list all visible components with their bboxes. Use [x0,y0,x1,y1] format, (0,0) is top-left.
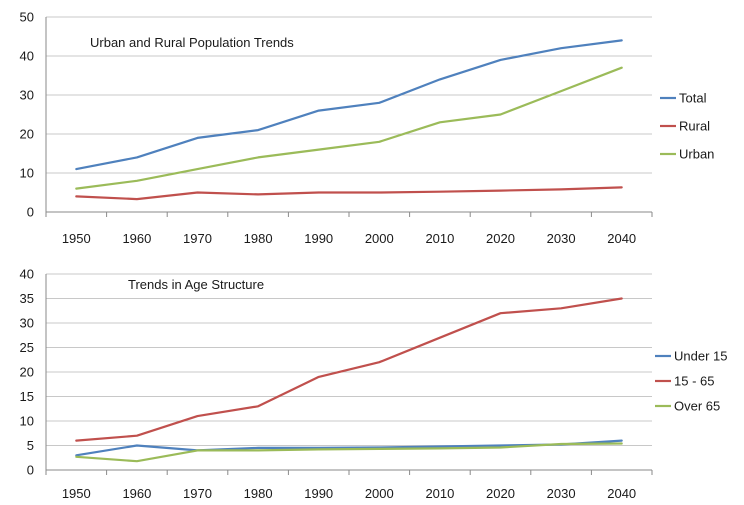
y-tick-label: 0 [27,205,34,220]
age-structure-chart: 0 5 10 15 20 25 30 35 40 1950 1960 1970 1980 1990 200… [20,267,728,502]
series-line-over-65 [75,442,623,463]
y-tick-label: 10 [20,166,34,181]
x-tick-label: 2010 [425,231,454,246]
y-tick-label: 0 [27,463,34,478]
legend-item: Under 15 [655,349,727,364]
y-tick-label: 10 [20,414,34,429]
y-tick-label: 5 [27,438,34,453]
y-tick-label: 35 [20,291,34,306]
x-tick-label: 2000 [365,486,394,501]
legend-item: Urban [660,147,714,162]
x-tick-label: 1980 [244,486,273,501]
legend-label: Over 65 [674,399,720,414]
legend-item: Total [660,91,707,106]
legend-label: 15 - 65 [674,374,714,389]
x-tick-label: 1960 [122,231,151,246]
x-tick-label: 1990 [304,231,333,246]
y-tick-label: 15 [20,389,34,404]
x-tick-label: 2020 [486,486,515,501]
legend-item: Over 65 [655,399,720,414]
legend-label: Under 15 [674,349,727,364]
y-tick-label: 25 [20,340,34,355]
chart-title: Urban and Rural Population Trends [90,35,294,50]
series-line-under-15 [75,439,623,457]
x-tick-label: 1990 [304,486,333,501]
x-tick-label: 1960 [122,486,151,501]
legend-label: Rural [679,119,710,134]
legend-item: 15 - 65 [655,374,714,389]
y-tick-label: 40 [20,49,34,64]
x-tick-label: 2030 [547,231,576,246]
x-tick-label: 1970 [183,231,212,246]
legend-label: Urban [679,147,714,162]
x-tick-label: 2000 [365,231,394,246]
x-tick-label: 2040 [607,231,636,246]
x-tick-label: 2040 [607,486,636,501]
series-line-15-65 [75,297,623,442]
x-tick-label: 2020 [486,231,515,246]
series-line-rural [75,186,623,201]
chart-title: Trends in Age Structure [128,277,264,292]
x-tick-label: 1950 [62,231,91,246]
legend-label: Total [679,91,707,106]
series-line-urban [75,66,623,190]
x-tick-label: 1970 [183,486,212,501]
x-tick-label: 2010 [425,486,454,501]
series-line-total [75,39,623,171]
x-tick-label: 2030 [547,486,576,501]
y-tick-label: 30 [20,88,34,103]
x-tick-label: 1980 [244,231,273,246]
x-tick-label: 1950 [62,486,91,501]
y-tick-label: 20 [20,127,34,142]
y-tick-label: 30 [20,316,34,331]
y-tick-label: 40 [20,267,34,282]
y-tick-label: 50 [20,10,34,25]
y-tick-label: 20 [20,365,34,380]
legend-item: Rural [660,119,710,134]
